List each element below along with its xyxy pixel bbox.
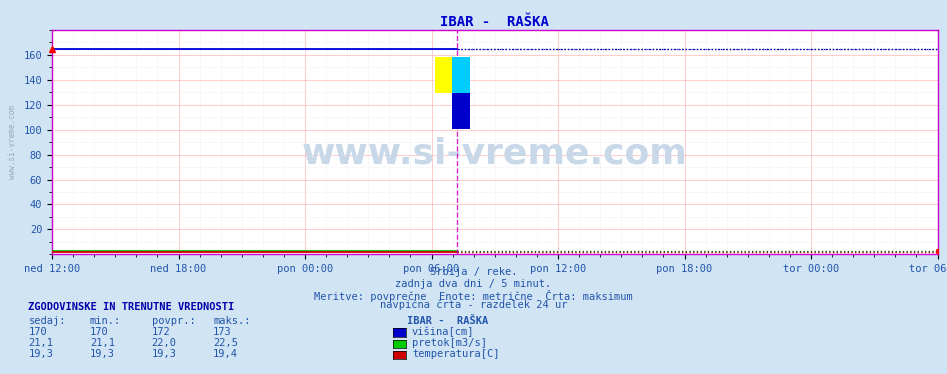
Bar	[435, 57, 453, 93]
Text: Meritve: povprečne  Enote: metrične  Črta: maksimum: Meritve: povprečne Enote: metrične Črta:…	[314, 290, 633, 302]
Text: zadnja dva dni / 5 minut.: zadnja dva dni / 5 minut.	[396, 279, 551, 289]
Text: 19,3: 19,3	[28, 349, 53, 359]
Bar	[453, 57, 470, 93]
Text: 19,3: 19,3	[152, 349, 176, 359]
Text: 172: 172	[152, 327, 170, 337]
Text: 22,0: 22,0	[152, 338, 176, 348]
Text: 22,5: 22,5	[213, 338, 238, 348]
Text: Srbija / reke.: Srbija / reke.	[430, 267, 517, 278]
Text: pretok[m3/s]: pretok[m3/s]	[412, 338, 487, 348]
Text: 21,1: 21,1	[28, 338, 53, 348]
Text: IBAR -  RAŠKA: IBAR - RAŠKA	[407, 316, 489, 325]
Text: 170: 170	[90, 327, 109, 337]
Text: 19,3: 19,3	[90, 349, 115, 359]
Text: 173: 173	[213, 327, 232, 337]
Text: navpična črta - razdelek 24 ur: navpična črta - razdelek 24 ur	[380, 300, 567, 310]
Text: sedaj:: sedaj:	[28, 316, 66, 325]
Title: IBAR -  RAŠKA: IBAR - RAŠKA	[440, 15, 549, 29]
Bar	[453, 93, 470, 129]
Text: www.si-vreme.com: www.si-vreme.com	[8, 105, 17, 179]
Text: www.si-vreme.com: www.si-vreme.com	[302, 137, 688, 170]
Text: temperatura[C]: temperatura[C]	[412, 349, 499, 359]
Text: 170: 170	[28, 327, 47, 337]
Text: povpr.:: povpr.:	[152, 316, 195, 325]
Text: min.:: min.:	[90, 316, 121, 325]
Text: maks.:: maks.:	[213, 316, 251, 325]
Text: 19,4: 19,4	[213, 349, 238, 359]
Text: 21,1: 21,1	[90, 338, 115, 348]
Text: višina[cm]: višina[cm]	[412, 327, 474, 337]
Text: ZGODOVINSKE IN TRENUTNE VREDNOSTI: ZGODOVINSKE IN TRENUTNE VREDNOSTI	[28, 303, 235, 312]
